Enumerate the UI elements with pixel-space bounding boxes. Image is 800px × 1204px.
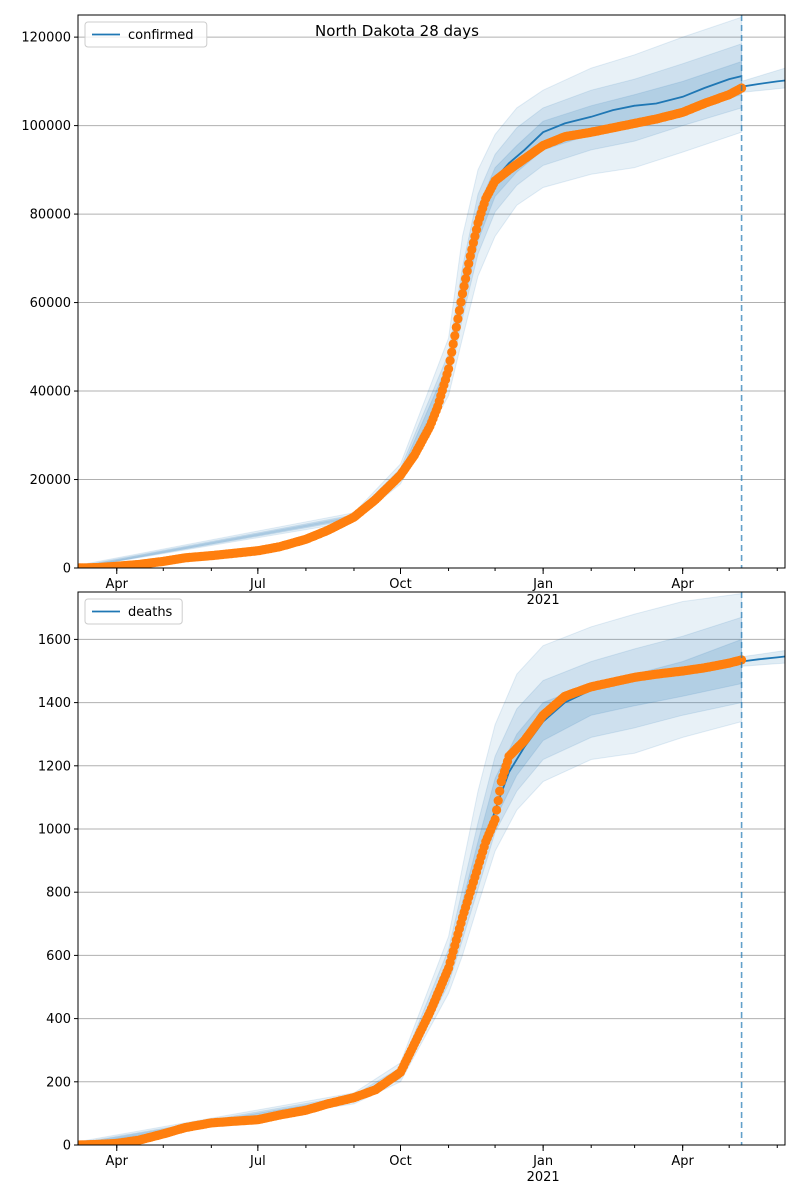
deaths-band-outer xyxy=(78,593,743,1145)
chart-title: North Dakota 28 days xyxy=(315,22,479,40)
y-tick-label: 100000 xyxy=(21,119,71,134)
observed-point xyxy=(495,786,505,796)
x-tick-label: Oct xyxy=(389,1154,411,1169)
x-tick-label: Jul xyxy=(249,1154,266,1169)
deaths-observed-points xyxy=(78,655,747,1145)
x-tick-label: Apr xyxy=(671,577,694,592)
deaths-panel: 0 200 400 600 800 1000 1200 1400 1600 Apr Jul Oct Ja… xyxy=(38,591,786,1185)
legend-box xyxy=(84,21,208,48)
legend-box xyxy=(84,598,183,625)
x-tick-label: Apr xyxy=(106,1154,129,1169)
deaths-forecast-line xyxy=(741,655,785,663)
observed-point xyxy=(457,289,468,299)
y-tick-label: 20000 xyxy=(30,473,71,488)
y-tick-label: 0 xyxy=(63,562,71,577)
y-tick-label: 60000 xyxy=(30,296,71,311)
y-tick-label: 600 xyxy=(46,949,71,964)
y-tick-label: 80000 xyxy=(30,208,71,223)
confirmed-legend: confirmed xyxy=(84,21,208,48)
observed-point xyxy=(493,796,503,806)
deaths-plot-area xyxy=(78,593,785,1145)
x-tick-sublabel: 2021 xyxy=(527,593,560,608)
observed-point xyxy=(447,347,457,357)
observed-point xyxy=(492,805,502,815)
observed-point xyxy=(451,322,461,332)
observed-point xyxy=(464,259,474,269)
legend-label: deaths xyxy=(128,605,173,620)
y-tick-label: 800 xyxy=(46,886,71,901)
x-tick-sublabel: 2021 xyxy=(527,1170,560,1185)
observed-point xyxy=(445,356,455,366)
observed-point xyxy=(454,305,464,316)
observed-point xyxy=(461,274,471,284)
confirmed-forecast-line xyxy=(741,79,785,88)
y-tick-label: 40000 xyxy=(30,385,71,400)
y-tick-label: 120000 xyxy=(21,31,71,46)
x-tick-label: Oct xyxy=(389,577,411,592)
confirmed-observed-points xyxy=(78,83,747,568)
deaths-legend: deaths xyxy=(84,598,183,625)
x-tick-label: Jul xyxy=(249,577,266,592)
y-tick-label: 1000 xyxy=(38,823,71,838)
x-tick-label: Jan xyxy=(532,577,553,592)
legend-label: confirmed xyxy=(128,28,194,43)
observed-point xyxy=(450,331,460,341)
confirmed-panel: 0 20000 40000 60000 80000 100000 120000 Apr Jul O… xyxy=(21,14,786,608)
observed-point xyxy=(453,314,463,324)
x-tick-label: Apr xyxy=(671,1154,694,1169)
observed-point xyxy=(456,297,466,307)
observed-point xyxy=(444,364,454,374)
y-tick-label: 1400 xyxy=(38,696,71,711)
y-tick-label: 400 xyxy=(46,1012,71,1027)
x-tick-label: Jan xyxy=(532,1154,553,1169)
y-tick-label: 200 xyxy=(46,1075,71,1090)
y-tick-label: 1200 xyxy=(38,759,71,774)
y-tick-label: 0 xyxy=(63,1139,71,1154)
observed-point xyxy=(462,266,472,276)
observed-point xyxy=(490,814,500,825)
observed-point xyxy=(448,339,458,349)
confirmed-band-outer xyxy=(78,16,743,568)
observed-point xyxy=(737,655,747,665)
y-tick-label: 1600 xyxy=(38,633,71,648)
deaths-axes-frame xyxy=(77,591,786,1146)
observed-point xyxy=(459,281,469,291)
confirmed-axes-frame xyxy=(77,14,786,569)
x-tick-label: Apr xyxy=(106,577,129,592)
